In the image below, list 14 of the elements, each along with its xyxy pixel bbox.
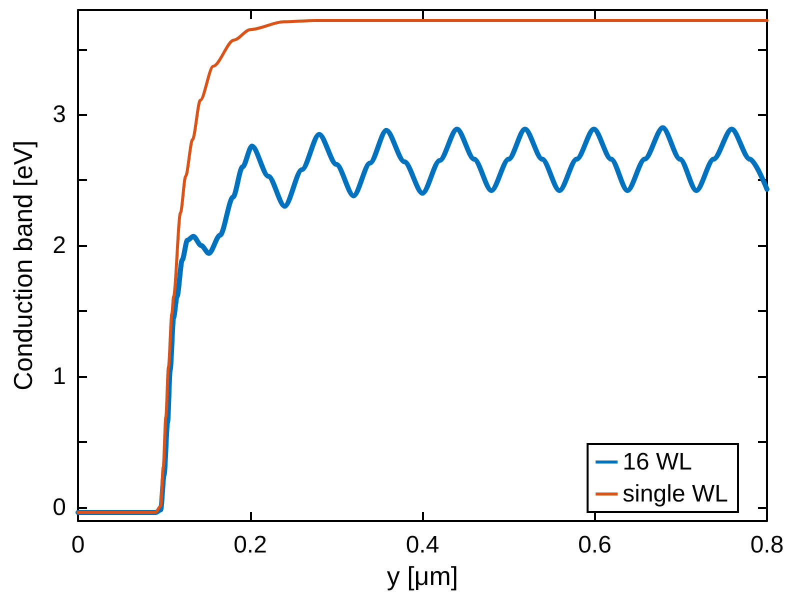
y-tick-label: 0 [52,494,66,521]
x-tick-label: 0.8 [750,532,784,558]
legend-label: 16 WL [622,448,692,476]
line-series [76,18,768,514]
x-axis-title: y [μm] [386,561,458,591]
x-tick-label: 0 [71,532,85,558]
y-tick-label: 1 [52,362,66,390]
y-tick-label: 3 [52,101,66,128]
legend-label: single WL [622,480,728,508]
x-tick-label: 0.4 [406,532,440,558]
x-tick-label: 0.2 [234,532,267,558]
x-tick-label: 0.6 [578,532,612,558]
y-axis-title: Conduction band [eV] [8,140,38,391]
y-tick-label: 2 [52,232,66,260]
